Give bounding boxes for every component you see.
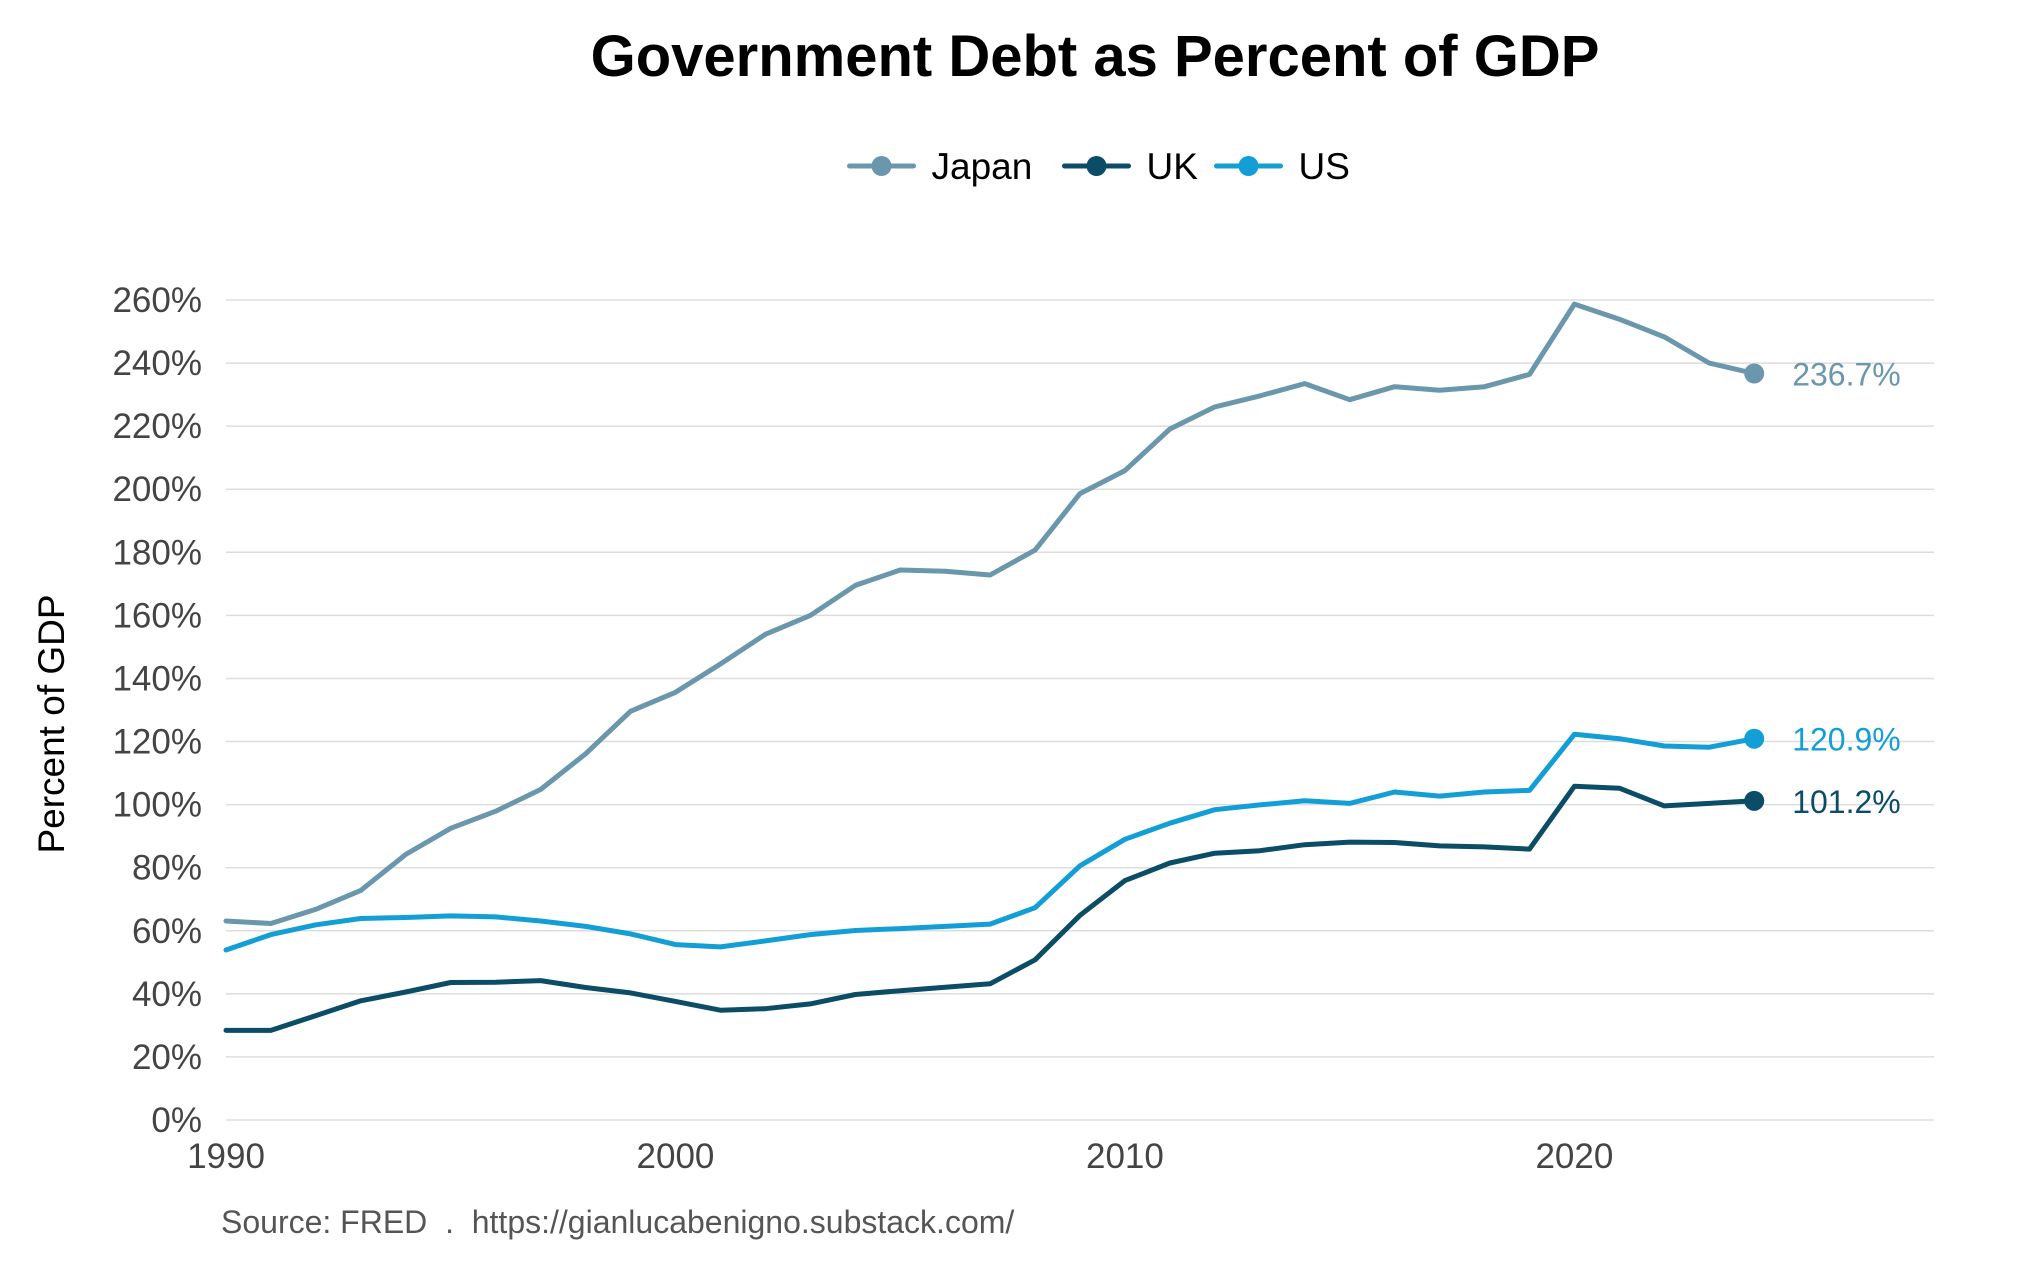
y-tick-label: 100% — [112, 786, 202, 825]
grid-lines — [226, 299, 1934, 1121]
legend-label-japan: Japan — [932, 146, 1033, 187]
x-tick-label: 2020 — [1535, 1137, 1613, 1176]
y-tick-label: 60% — [132, 912, 202, 951]
series-line-us — [223, 731, 1757, 953]
legend-item-uk: UK — [1062, 146, 1199, 187]
end-value-label-uk: 101.2% — [1792, 784, 1901, 820]
x-axis-ticks: 1990 2000 2010 2020 — [187, 1137, 1613, 1176]
y-tick-label: 80% — [132, 849, 202, 888]
y-tick-label: 40% — [132, 975, 202, 1014]
legend-label-uk: UK — [1147, 146, 1199, 187]
endpoint-dot-us — [1744, 728, 1765, 749]
y-axis-ticks: 0% 20% 40% 60% 80% 100% 120% 140% 160% 180% 200% 22… — [112, 281, 202, 1140]
y-tick-label: 160% — [112, 596, 202, 635]
endpoint-dot-japan — [1744, 363, 1765, 384]
series-line-japan — [223, 301, 1757, 926]
y-tick-label: 240% — [112, 344, 202, 383]
x-tick-label: 2000 — [637, 1137, 715, 1176]
series-line-uk — [223, 783, 1757, 1033]
y-tick-label: 20% — [132, 1038, 202, 1077]
x-tick-label: 2010 — [1086, 1137, 1164, 1176]
endpoint-dot-uk — [1744, 790, 1765, 811]
source-caption: Source: FRED . https://gianlucabenigno.s… — [221, 1204, 1014, 1240]
y-tick-label: 180% — [112, 533, 202, 572]
y-tick-label: 220% — [112, 407, 202, 446]
legend-item-us: US — [1214, 146, 1350, 187]
y-tick-label: 260% — [112, 281, 202, 320]
series-endpoints: 236.7% 101.2% 120.9% — [1744, 356, 1901, 820]
end-value-label-japan: 236.7% — [1792, 356, 1901, 392]
legend-label-us: US — [1299, 146, 1350, 187]
y-tick-label: 140% — [112, 659, 202, 698]
y-tick-label: 200% — [112, 470, 202, 509]
y-tick-label: 120% — [112, 723, 202, 762]
chart-title: Government Debt as Percent of GDP — [591, 24, 1600, 89]
x-tick-label: 1990 — [187, 1137, 265, 1176]
legend-dot-japan — [871, 156, 892, 176]
legend-dot-uk — [1086, 156, 1107, 176]
y-tick-label: 0% — [151, 1101, 202, 1140]
series-lines — [223, 301, 1757, 1033]
legend-item-japan: Japan — [847, 146, 1033, 187]
legend-dot-us — [1238, 156, 1259, 176]
legend: Japan UK US — [847, 146, 1350, 187]
end-value-label-us: 120.9% — [1792, 722, 1901, 758]
y-axis-label: Percent of GDP — [31, 594, 72, 853]
